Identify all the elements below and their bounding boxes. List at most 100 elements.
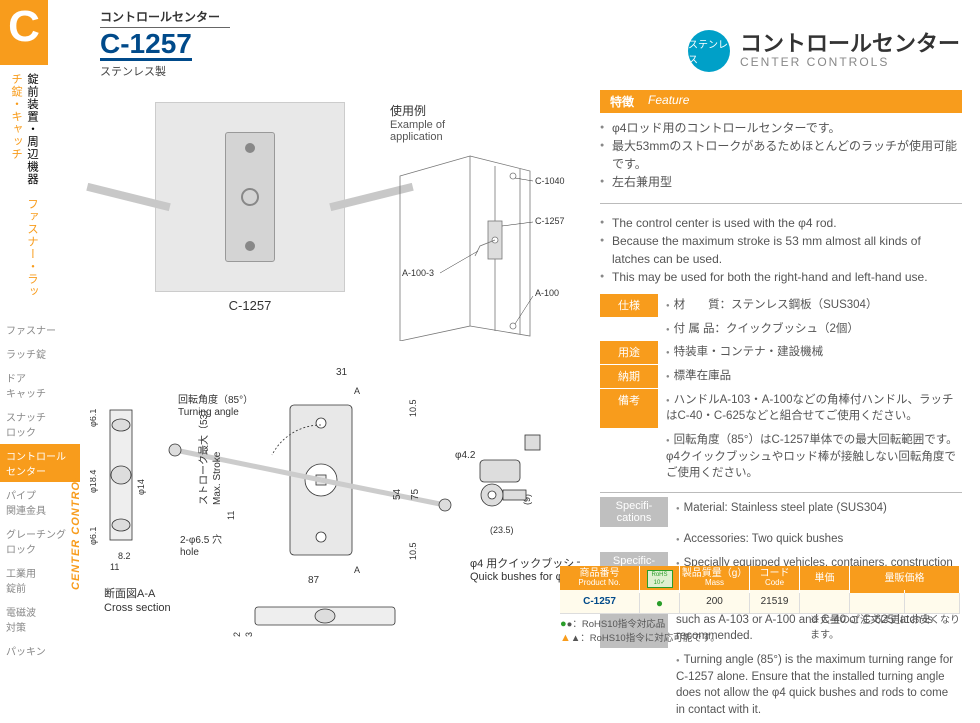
dim-phi14: φ14 bbox=[136, 479, 146, 495]
sidebar-item[interactable]: ドア キャッチ bbox=[0, 366, 80, 405]
dim-10-5a: 10.5 bbox=[408, 399, 418, 417]
turning-jp: 回転角度（85°） bbox=[178, 393, 253, 406]
green-dot-icon: ● bbox=[560, 618, 567, 630]
sidebar-item[interactable]: コントロール センター bbox=[0, 444, 80, 483]
example-title-en2: application bbox=[390, 131, 590, 143]
dim-3: 3 bbox=[244, 632, 254, 637]
application-diagram: C-1040 C-1257 A-100-3 A-100 bbox=[390, 146, 585, 341]
sidebar-item[interactable]: 電磁波 対策 bbox=[0, 600, 80, 639]
sidebar-item[interactable]: スナッチ ロック bbox=[0, 405, 80, 444]
stroke-en: Max. Stroke bbox=[212, 451, 223, 505]
spec-val: 特装車・コンテナ・建設機械 bbox=[658, 341, 962, 365]
spec-key bbox=[600, 649, 668, 723]
category-label: 錠前装置・周辺機器 ファスナー・ラッチ錠・キャッチ bbox=[8, 65, 40, 310]
spec-key bbox=[600, 528, 668, 552]
callout-a100: A-100 bbox=[535, 288, 559, 298]
page-title-jp: コントロールセンター bbox=[740, 33, 960, 55]
h-bulk: 量販価格 bbox=[885, 573, 925, 584]
hole-jp: 2-φ6.5 穴 bbox=[180, 533, 222, 546]
product-photo bbox=[155, 102, 345, 292]
spec-val: Turning angle (85°) is the maximum turni… bbox=[668, 649, 962, 723]
feature-list-jp: φ4ロッド用のコントロールセンターです。最大53mmのストロークがあるためほとん… bbox=[600, 113, 962, 199]
photo-label: C-1257 bbox=[229, 298, 272, 313]
orange-tri-icon: ▲ bbox=[560, 632, 571, 644]
sidebar-item[interactable]: パッキン bbox=[0, 639, 80, 663]
h-pn-en: Product No. bbox=[560, 579, 639, 588]
sidebar-item[interactable]: パイプ 関連金具 bbox=[0, 483, 80, 522]
spec-val: 付 属 品：クイックブッシュ（2個） bbox=[658, 318, 962, 342]
body: C-1257 使用例 Example of application C-1040… bbox=[90, 90, 960, 670]
stroke-jp: ストローク最大（53） bbox=[197, 404, 210, 505]
dim-11a: 11 bbox=[110, 562, 119, 572]
category-tab: C bbox=[0, 0, 48, 65]
feature-item-en: Because the maximum stroke is 53 mm almo… bbox=[600, 232, 962, 268]
callout-a1003: A-100-3 bbox=[402, 268, 434, 278]
section-label-jp: 断面図A-A bbox=[104, 586, 156, 600]
callout-c1257: C-1257 bbox=[535, 216, 565, 226]
product-number: C-1257 bbox=[100, 30, 192, 61]
spec-val: 標準在庫品 bbox=[658, 365, 962, 389]
price-header-1: 商品番号Product No. RoHS10✓ 製品質量（g）Mass コードC… bbox=[560, 566, 960, 590]
h-code-en: Code bbox=[750, 579, 799, 588]
stainless-badge: ステンレス bbox=[688, 30, 730, 72]
feature-header-en: Feature bbox=[648, 93, 689, 110]
sidebar-item[interactable]: ファスナー bbox=[0, 318, 80, 342]
feature-item-en: This may be used for both the right-hand… bbox=[600, 268, 962, 286]
dim-8-2: 8.2 bbox=[118, 551, 131, 561]
dim-31: 31 bbox=[336, 367, 348, 378]
dim-a-bot: A bbox=[354, 565, 360, 575]
example-title-en1: Example of bbox=[390, 119, 590, 131]
rohs-header-icon: RoHS10✓ bbox=[647, 570, 673, 588]
row-pn: C-1257 bbox=[560, 593, 640, 614]
sidebar-item[interactable]: グレーチング ロック bbox=[0, 522, 80, 561]
dim-a-top: A bbox=[354, 386, 360, 396]
rohs-dot-icon: ● bbox=[656, 596, 663, 610]
dim-23-5: (23.5) bbox=[490, 525, 514, 535]
hole-en: hole bbox=[180, 547, 199, 558]
subcategory-title: コントロールセンター bbox=[100, 8, 230, 28]
photo-plate bbox=[225, 132, 275, 262]
dim-2: 2 bbox=[232, 632, 242, 637]
example-title-jp: 使用例 bbox=[390, 102, 590, 119]
qb-en: Quick bushes for φ4 bbox=[470, 571, 569, 583]
spec-val: Material: Stainless steel plate (SUS304) bbox=[668, 497, 962, 528]
dim-4-2: φ4.2 bbox=[455, 450, 476, 461]
h-unit: 単価 bbox=[815, 573, 835, 584]
feature-item: 左右兼用型 bbox=[600, 173, 962, 191]
sidebar-item[interactable]: ラッチ錠 bbox=[0, 342, 80, 366]
row-mass: 200 bbox=[680, 593, 750, 614]
section-label-en: Cross section bbox=[104, 602, 171, 614]
photo-center-hole bbox=[241, 188, 259, 206]
category-label-bar: 錠前装置・周辺機器 ファスナー・ラッチ錠・キャッチ bbox=[0, 65, 48, 310]
dim-75: 75 bbox=[410, 488, 421, 500]
feature-header-jp: 特徴 bbox=[610, 93, 634, 110]
dim-54: 54 bbox=[392, 488, 403, 500]
category-letter: C bbox=[8, 2, 40, 52]
spec-key bbox=[600, 429, 658, 486]
spec-key: Specifi- cations bbox=[600, 497, 668, 528]
title-block: ステンレス コントロールセンター CENTER CONTROLS bbox=[688, 30, 960, 72]
example-box: 使用例 Example of application C-1040 C-1257… bbox=[390, 102, 590, 342]
spec-key: 仕様 bbox=[600, 294, 658, 318]
callout-c1040: C-1040 bbox=[535, 176, 565, 186]
row-code: 21519 bbox=[750, 593, 800, 614]
h-mass-en: Mass bbox=[680, 579, 749, 588]
feature-item: φ4ロッド用のコントロールセンターです。 bbox=[600, 119, 962, 137]
spec-val: ハンドルA-103・A-100などの角棒付ハンドル、ラッチはC-40・C-625… bbox=[658, 389, 962, 429]
dim-phi6-1a: φ6.1 bbox=[90, 409, 98, 427]
feature-list-en: The control center is used with the φ4 r… bbox=[600, 208, 962, 294]
sidebar-item[interactable]: 工業用 錠前 bbox=[0, 561, 80, 600]
feature-item-en: The control center is used with the φ4 r… bbox=[600, 214, 962, 232]
product-photo-box: C-1257 bbox=[110, 102, 390, 322]
photo-arm-left bbox=[86, 183, 170, 211]
section-vertical-label: CENTER CONTROLS bbox=[70, 465, 82, 590]
spec-key: 用途 bbox=[600, 341, 658, 365]
category-line2: 錠前装置・周辺機器 bbox=[26, 73, 38, 186]
rohs-tri-text: ▲：RoHS10指令に対応可能です。 bbox=[571, 633, 720, 644]
spec-key bbox=[600, 318, 658, 342]
drawing-svg: φ6.1 φ18.4 8.2 φ6.1 11 φ14 断面図A-A Cross … bbox=[90, 345, 580, 645]
spec-grid-jp: 仕様材 質：ステンレス鋼板（SUS304）付 属 品：クイックブッシュ（2個）用… bbox=[600, 294, 962, 486]
page-title-en: CENTER CONTROLS bbox=[740, 55, 960, 69]
dim-phi18-4: φ18.4 bbox=[90, 470, 98, 493]
spec-key: 納期 bbox=[600, 365, 658, 389]
